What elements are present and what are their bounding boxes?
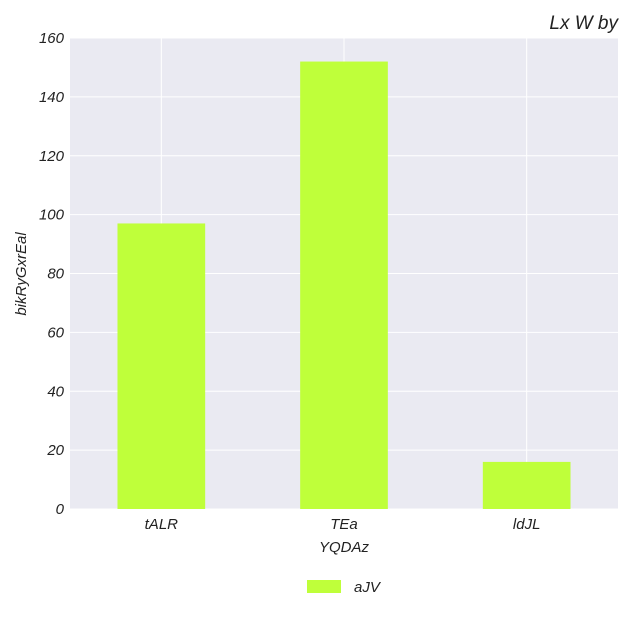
legend: aJV — [307, 579, 382, 596]
bars — [117, 61, 571, 510]
x-tick-label: ldJL — [513, 516, 541, 533]
y-tick-label: 40 — [47, 383, 64, 400]
x-tick-label: tALR — [145, 516, 179, 533]
y-tick-label: 80 — [47, 266, 64, 283]
y-axis-label: bikRyGxrEal — [13, 232, 30, 316]
y-tick-label: 160 — [39, 30, 65, 47]
y-tick-label: 20 — [46, 442, 64, 459]
bar-tALR — [117, 223, 206, 510]
bar-TEa — [300, 61, 388, 510]
x-axis-ticks: tALR TEa ldJL — [145, 516, 541, 533]
legend-label: aJV — [354, 579, 382, 596]
y-tick-label: 140 — [39, 89, 65, 106]
y-tick-label: 100 — [39, 207, 65, 224]
y-tick-label: 60 — [47, 324, 64, 341]
bar-ldJL — [482, 461, 571, 509]
legend-swatch — [307, 580, 341, 593]
x-axis-label: YQDAz — [319, 539, 370, 556]
x-tick-label: TEa — [330, 516, 358, 533]
y-tick-label: 120 — [39, 148, 65, 165]
y-axis-ticks: 0 20 40 60 80 100 120 140 160 — [39, 30, 65, 518]
chart-title: Lx W by — [549, 13, 619, 34]
y-tick-label: 0 — [56, 501, 65, 518]
